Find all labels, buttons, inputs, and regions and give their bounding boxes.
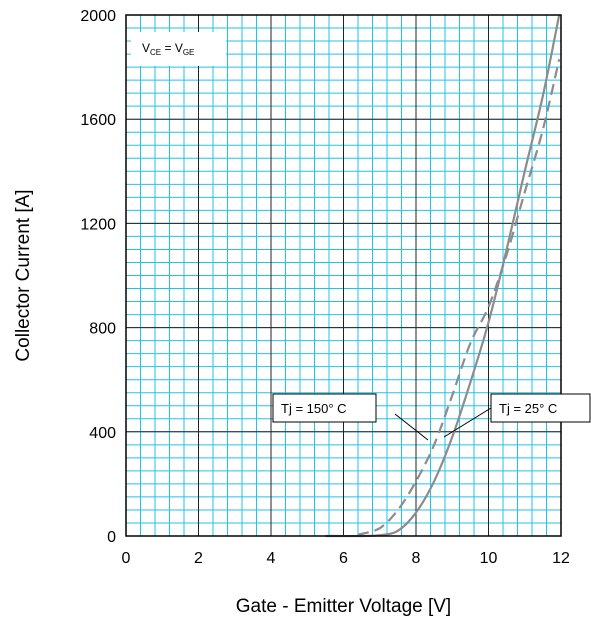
x-tick-label: 2 (194, 550, 203, 567)
y-tick-label: 2000 (80, 8, 116, 25)
y-tick-label: 400 (89, 425, 116, 442)
y-axis-title: Collector Current [A] (13, 189, 34, 361)
y-tick-label: 1600 (80, 112, 116, 129)
annotation-tj25-text: Tj = 25° C (499, 401, 557, 416)
svg-text:VCE = VGE: VCE = VGE (142, 41, 194, 57)
series-line-tj150 (357, 59, 561, 536)
annotation-tj25: Tj = 25° C (443, 393, 591, 438)
plot-frame (125, 14, 562, 537)
x-tick-labels: 0 2 4 6 8 10 12 (122, 550, 570, 567)
annotation-tj150-box (272, 393, 377, 423)
annotation-tj25-leader (443, 407, 492, 438)
annotation-tj150: Tj = 150° C (272, 393, 429, 441)
y-tick-labels: 0 400 800 1200 1600 2000 (80, 8, 116, 546)
y-tick-label: 1200 (80, 216, 116, 233)
x-tick-label: 0 (122, 550, 131, 567)
annotation-tj25-box (490, 393, 591, 423)
series-line-tj25 (325, 14, 561, 538)
condition-label-sub1: CE (150, 48, 161, 57)
x-tick-label: 10 (480, 550, 498, 567)
annotation-tj150-text: Tj = 150° C (281, 401, 347, 416)
x-tick-label: 12 (552, 550, 570, 567)
condition-label-v1: V (142, 41, 150, 55)
condition-label: VCE = VGE (131, 32, 226, 66)
condition-label-eq: = V (161, 41, 183, 55)
condition-label-sub2: GE (183, 48, 195, 57)
y-tick-label: 800 (89, 321, 116, 338)
y-tick-label: 0 (107, 529, 116, 546)
x-tick-label: 6 (339, 550, 348, 567)
series-layer (325, 14, 561, 538)
annotation-tj150-leader (394, 413, 429, 441)
x-tick-label: 4 (267, 550, 276, 567)
x-axis-title: Gate - Emitter Voltage [V] (236, 596, 451, 617)
x-tick-label: 8 (412, 550, 421, 567)
